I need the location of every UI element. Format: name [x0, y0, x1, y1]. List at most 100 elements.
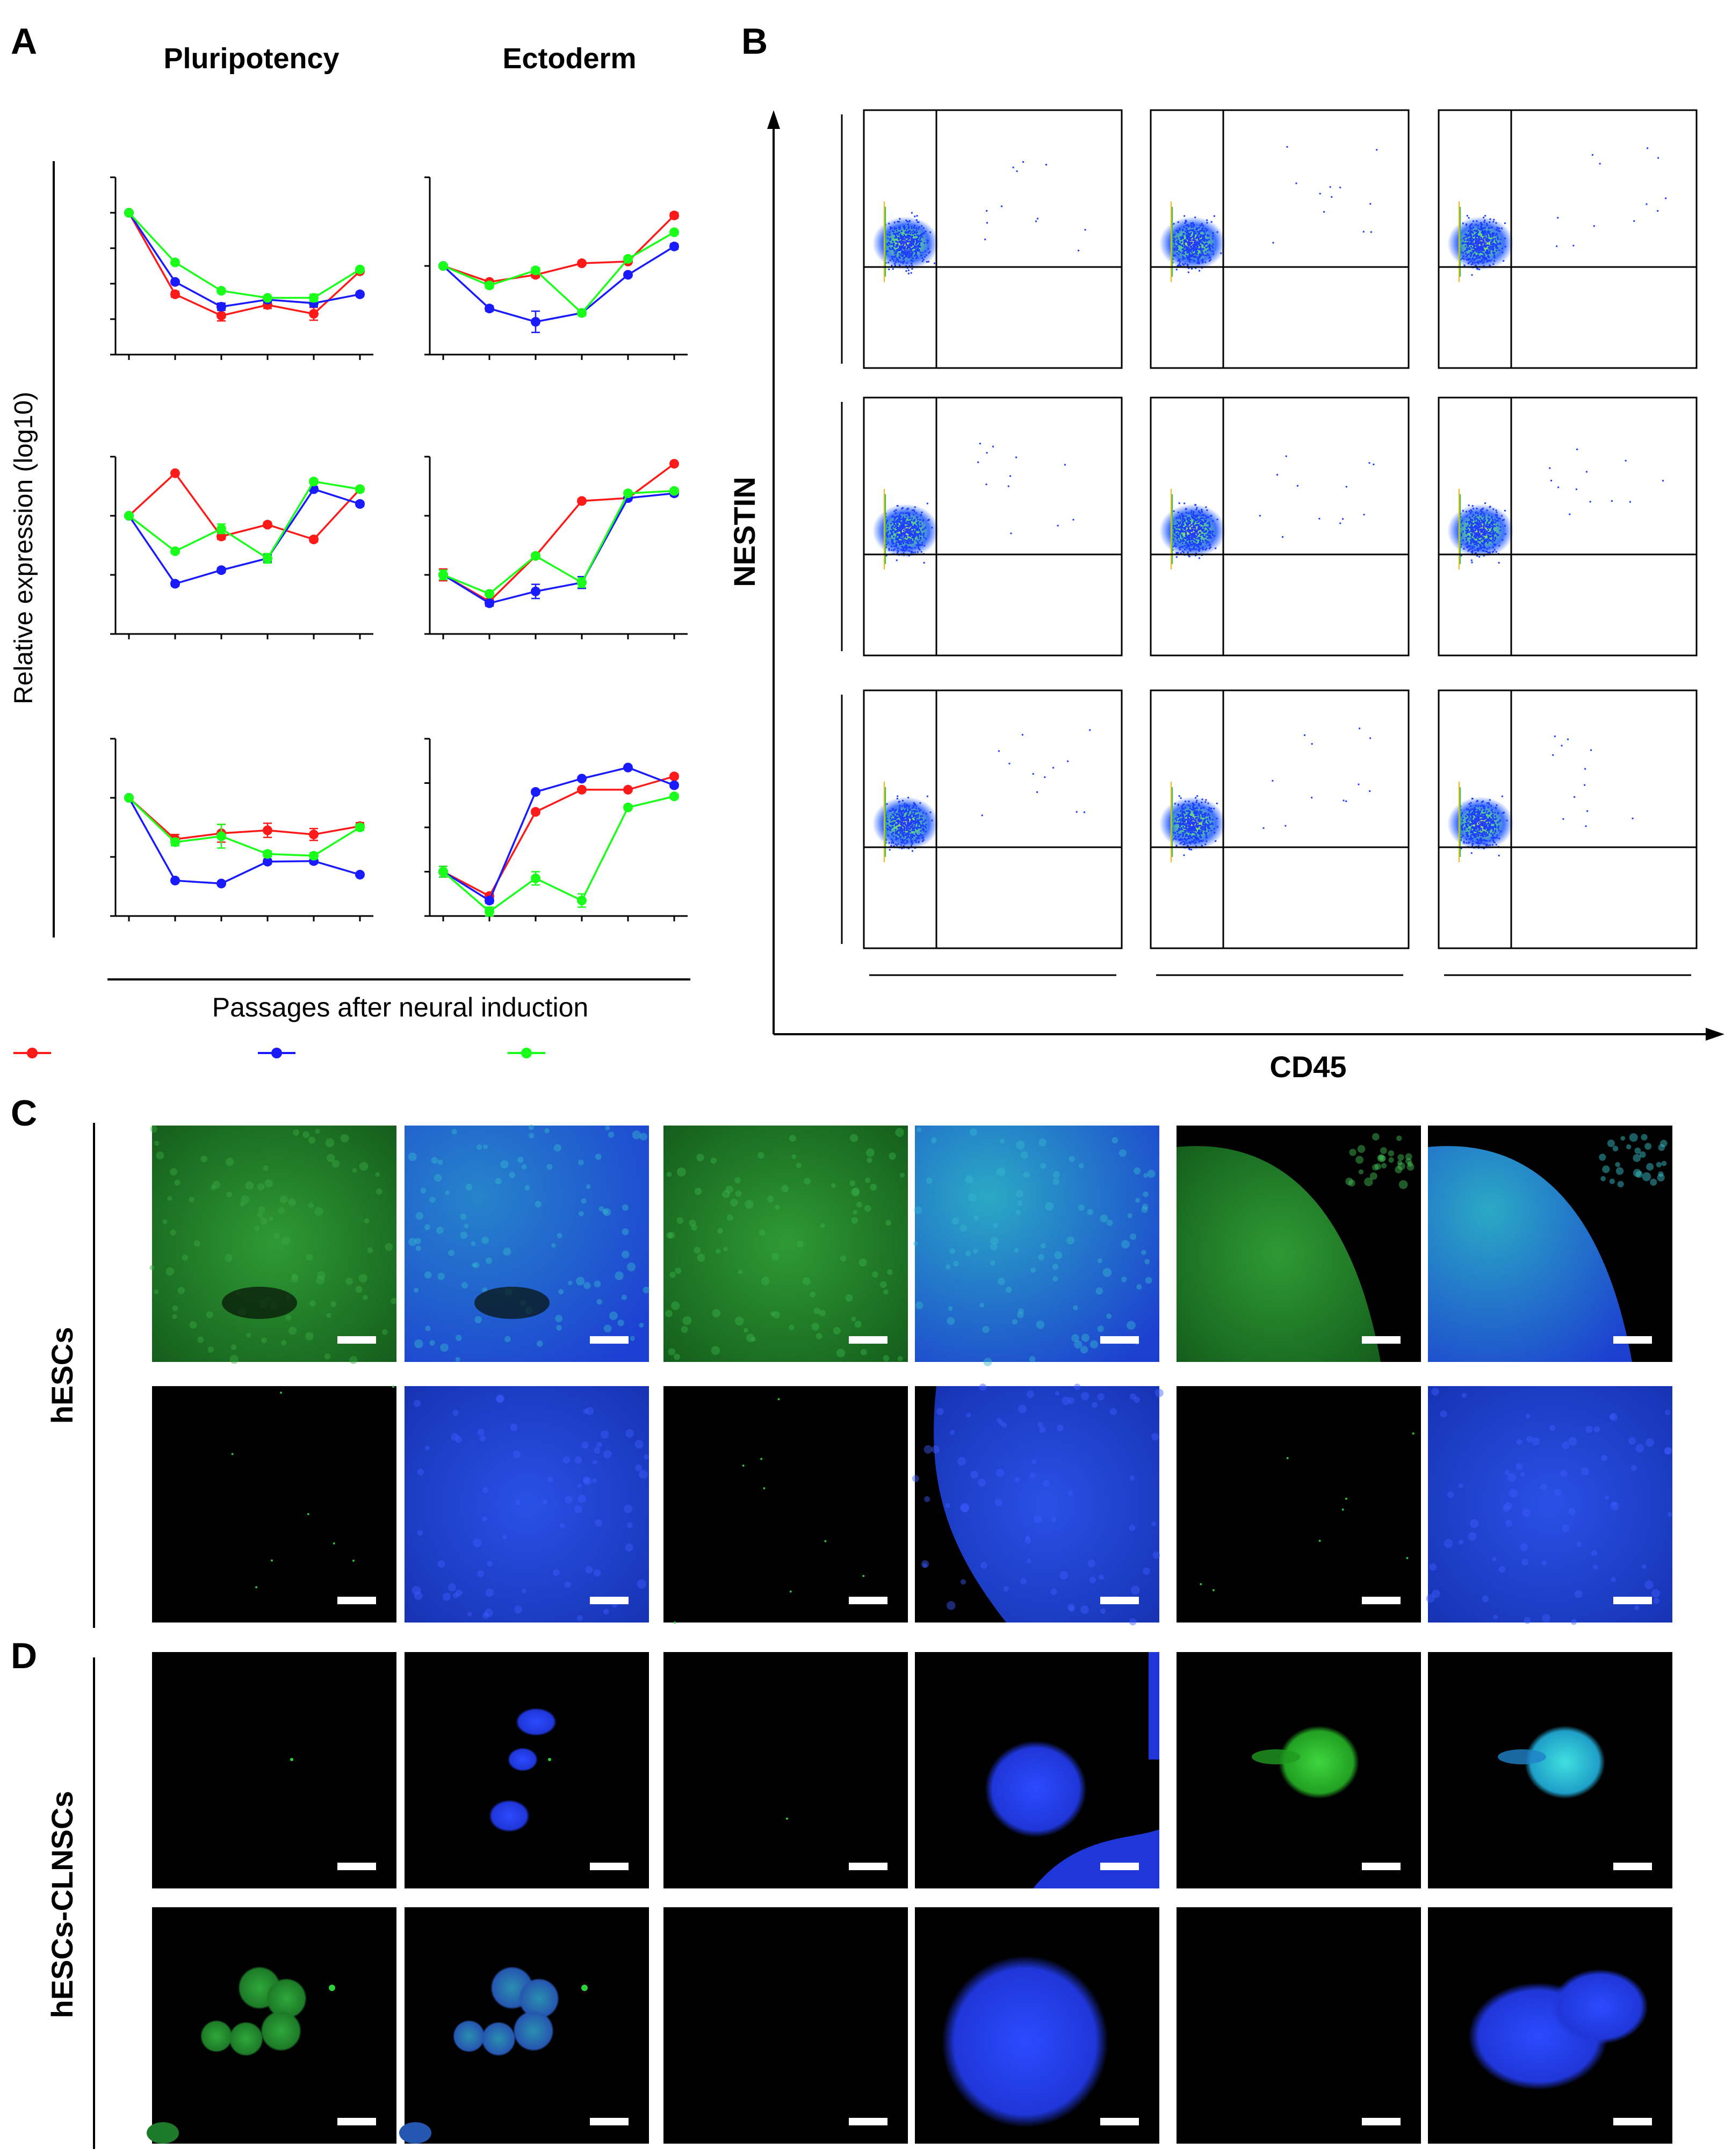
flow-dot [1195, 845, 1197, 847]
flow-dot [1479, 251, 1481, 253]
flow-dot [1182, 236, 1184, 239]
flow-dot [927, 519, 929, 521]
flow-dot [894, 817, 896, 819]
data-point [485, 589, 494, 599]
flow-dot [1196, 250, 1199, 253]
flow-dot [1468, 545, 1470, 547]
flow-dot [1192, 516, 1194, 518]
flow-dot [917, 542, 919, 544]
flow-dot [912, 850, 914, 852]
flow-dot [1475, 223, 1477, 226]
flow-dot [1484, 230, 1486, 233]
flow-dot [1196, 812, 1199, 814]
flow-dot [1174, 818, 1177, 820]
flow-dot [1487, 540, 1489, 543]
flow-dot [1044, 776, 1046, 778]
flow-dot [1178, 819, 1180, 821]
flow-dot [1196, 251, 1198, 253]
flow-dot [911, 256, 913, 258]
flow-dot [1485, 525, 1487, 528]
flow-dot [1481, 242, 1483, 244]
flow-dot [906, 540, 908, 543]
flow-dot [914, 818, 916, 820]
flow-dot [885, 838, 887, 840]
flow-dot [897, 843, 899, 845]
flow-dot [899, 804, 901, 806]
flow-dot [1479, 546, 1481, 548]
flow-dot [1208, 257, 1210, 259]
flow-dot [1190, 537, 1193, 539]
flow-dot [1471, 257, 1474, 259]
flow-dot [1491, 233, 1493, 235]
flow-dot [909, 809, 911, 811]
flow-dot [1478, 531, 1480, 533]
flow-dot [1470, 242, 1473, 244]
flow-dot [1190, 247, 1193, 249]
flow-dot [905, 829, 907, 831]
flow-dot [1481, 260, 1483, 262]
flow-dot [900, 516, 902, 518]
flow-dot [1186, 544, 1188, 546]
flow-dot [913, 231, 915, 233]
flow-dot [1343, 799, 1345, 802]
data-point [355, 289, 365, 299]
flow-dot [1197, 533, 1199, 535]
flow-dot [1194, 527, 1196, 529]
flow-dot [1199, 247, 1201, 249]
flow-dot [1185, 249, 1187, 251]
flow-dot [1201, 517, 1203, 520]
flow-dot [1194, 217, 1196, 219]
flow-dot [1473, 238, 1475, 240]
flow-dot [1478, 529, 1480, 531]
flow-dot [1188, 554, 1190, 557]
flow-dot [1008, 762, 1011, 765]
flow-dot [1477, 528, 1479, 530]
flow-dot [891, 258, 893, 260]
flow-dot [1477, 241, 1479, 243]
flow-dot [905, 816, 907, 818]
flow-dot [1216, 818, 1218, 820]
flow-dot [918, 250, 920, 252]
flow-dot [1195, 837, 1197, 839]
flow-dot [1201, 523, 1203, 525]
flow-dot [906, 549, 908, 551]
flow-dot [1185, 508, 1187, 510]
flow-dot [1182, 823, 1184, 825]
flow-dot [1202, 821, 1204, 824]
flow-dot [1195, 516, 1197, 518]
flow-dot [1199, 537, 1201, 539]
flow-dot [915, 544, 918, 546]
flow-dot [1174, 832, 1177, 834]
flow-dot [1481, 258, 1483, 261]
flow-dot [900, 841, 903, 843]
flow-dot [1470, 551, 1473, 553]
flow-dot [890, 530, 892, 532]
flow-dot [1179, 521, 1181, 523]
flow-dot [910, 552, 912, 554]
flow-dot [1492, 541, 1494, 543]
flow-dot [916, 522, 919, 524]
flow-dot [1183, 249, 1186, 251]
flow-dot [1179, 819, 1181, 821]
flow-dot [1186, 236, 1188, 239]
flow-dot [1496, 511, 1498, 514]
flow-dot [1179, 539, 1181, 541]
flow-dot [913, 813, 915, 815]
flow-dot [900, 549, 903, 551]
flow-dot [1208, 544, 1210, 546]
flow-dot [912, 824, 914, 826]
flow-dot [1198, 233, 1200, 235]
flow-dot [1194, 230, 1196, 233]
flow-dot [901, 521, 904, 523]
flow-dot [1487, 253, 1489, 255]
flow-dot [889, 239, 891, 241]
flow-dot [1174, 803, 1176, 805]
flow-dot [899, 835, 901, 837]
flow-dot [892, 821, 894, 824]
flow-dot [1197, 839, 1200, 841]
flow-dot [901, 518, 904, 520]
flow-dot [1193, 515, 1195, 517]
data-point [216, 301, 226, 312]
flow-dot [1203, 816, 1206, 818]
flow-dot [893, 260, 895, 262]
